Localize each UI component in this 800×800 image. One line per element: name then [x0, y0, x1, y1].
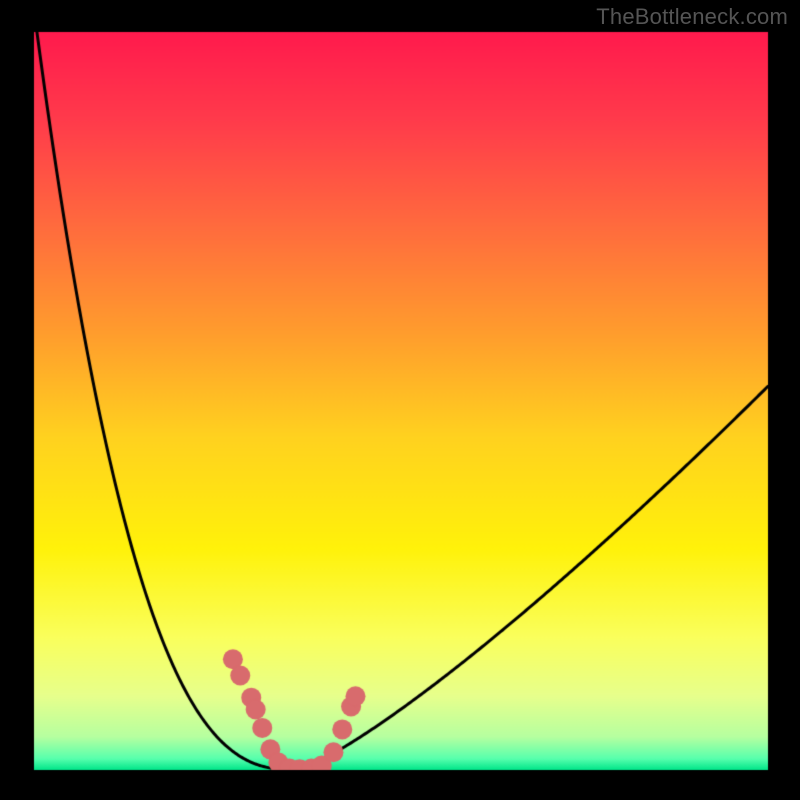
bottleneck-chart-canvas: [0, 0, 800, 800]
chart-stage: TheBottleneck.com: [0, 0, 800, 800]
